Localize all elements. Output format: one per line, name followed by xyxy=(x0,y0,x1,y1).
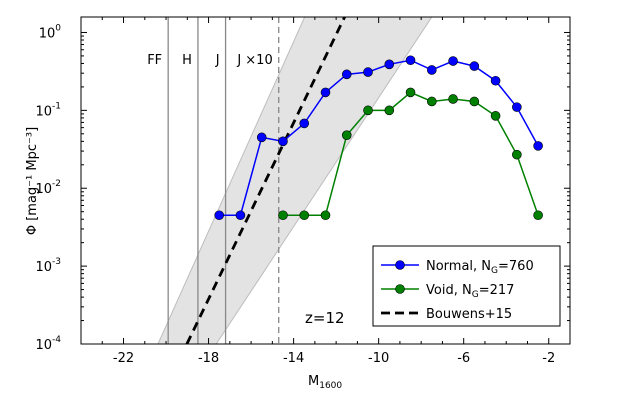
series-0-point-12 xyxy=(469,61,480,71)
series-1-point-12 xyxy=(533,210,543,221)
series-1-point-9 xyxy=(469,96,480,107)
series-0-point-6 xyxy=(341,69,352,80)
series-1-point-11 xyxy=(512,149,522,160)
limit-label-0: FF xyxy=(147,53,162,68)
series-0-point-9 xyxy=(405,55,416,66)
series-1-point-5 xyxy=(384,105,395,116)
legend-label-1: Void, NG=217 xyxy=(426,283,514,300)
series-1-point-3 xyxy=(341,130,352,140)
series-0-point-15 xyxy=(533,141,543,151)
x-tick-label-5: -2 xyxy=(542,351,555,366)
x-tick-label-1: -18 xyxy=(198,351,219,366)
legend: Normal, NG=760 Void, NG=217 Bouwens+15 xyxy=(372,245,561,327)
series-line-0 xyxy=(219,59,539,216)
x-tick-label-4: -6 xyxy=(457,351,470,366)
y-tick-label-4: 100 xyxy=(39,23,62,41)
legend-label-2: Bouwens+15 xyxy=(426,307,512,322)
series-1-point-7 xyxy=(427,96,437,107)
series-0-point-13 xyxy=(490,75,501,86)
limit-label-3: J ×10 xyxy=(236,53,272,68)
series-1-point-10 xyxy=(490,111,501,121)
y-tick-label-1: 10-3 xyxy=(35,257,61,275)
y-tick-label-3: 10-1 xyxy=(35,101,61,119)
series-0-point-0 xyxy=(214,210,224,221)
plot-frame xyxy=(80,16,571,345)
legend-label-0: Normal, NG=760 xyxy=(426,259,534,276)
z-annotation: z=12 xyxy=(305,309,345,327)
y-axis-label: Φ [mag⁻¹ Mpc⁻³] xyxy=(25,127,40,235)
series-0-point-1 xyxy=(235,210,246,221)
series-0-point-14 xyxy=(512,102,522,112)
series-1-point-2 xyxy=(320,210,331,221)
series-0-point-11 xyxy=(448,56,458,66)
limit-label-1: H xyxy=(182,53,192,68)
series-0-point-5 xyxy=(320,87,331,98)
series-1-point-6 xyxy=(405,87,416,98)
series-0-point-3 xyxy=(278,136,288,147)
x-tick-label-3: -10 xyxy=(368,351,389,366)
series-1-point-1 xyxy=(299,210,310,221)
x-tick-label-2: -14 xyxy=(283,351,304,366)
y-tick-label-0: 10-4 xyxy=(35,335,61,353)
series-0-point-4 xyxy=(299,118,310,129)
y-tick-label-2: 10-2 xyxy=(35,179,61,197)
x-tick-label-0: -22 xyxy=(113,351,134,366)
bouwens-fit-line xyxy=(185,17,346,344)
series-0-point-2 xyxy=(256,132,267,143)
series-1-point-8 xyxy=(448,94,458,104)
series-0-point-8 xyxy=(384,59,395,70)
series-1-point-0 xyxy=(278,210,288,221)
x-axis-label: M1600 xyxy=(308,374,342,391)
legend-box xyxy=(372,245,561,327)
series-0-point-7 xyxy=(363,67,373,77)
series-0-point-10 xyxy=(427,65,437,75)
legend-marker-0 xyxy=(395,260,405,270)
series-1-point-4 xyxy=(363,105,373,116)
legend-marker-1 xyxy=(395,284,405,294)
svg-text:M1600: M1600 xyxy=(308,374,342,391)
limit-label-2: J xyxy=(215,53,220,68)
